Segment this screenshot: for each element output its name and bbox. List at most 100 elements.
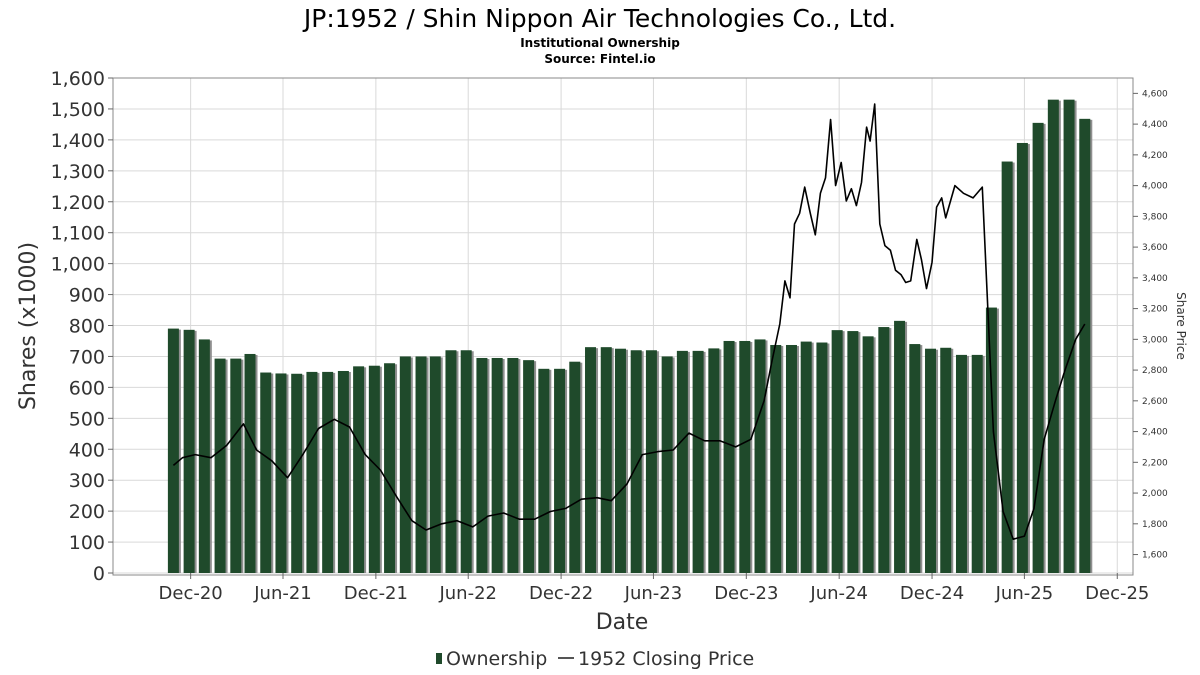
y-tick-label: 200 [69,501,105,523]
ownership-bar [291,373,303,573]
ownership-bar [275,373,287,573]
legend-price-label: 1952 Closing Price [578,648,754,670]
ownership-bar [491,357,503,573]
y2-tick-label: 1,800 [1142,520,1168,530]
y-tick-label: 1,200 [51,192,105,214]
ownership-bar [585,347,597,573]
ownership-bar [523,360,535,573]
y-axis-left: 0 100 200 300 400 500 600 700 800 900 1,000 1,100 1,… [51,68,113,585]
y2-tick-label: 4,200 [1142,151,1168,161]
ownership-bar [971,354,983,573]
ownership-bar [925,348,937,573]
ownership-bar [460,350,472,573]
price-line [172,103,1086,541]
y-tick-label: 300 [69,470,105,492]
ownership-bar [816,342,828,573]
ownership-bar [661,356,673,573]
y2-tick-label: 4,400 [1142,120,1168,130]
y2-tick-label: 2,600 [1142,397,1168,407]
ownership-bar [831,330,843,573]
ownership-bar [754,339,766,573]
ownership-bar [337,370,349,573]
ownership-bar [708,348,720,573]
ownership-bar [1001,161,1013,573]
ownership-bar [940,347,952,573]
ownership-bar [1063,99,1075,573]
y-tick-label: 1,300 [51,161,105,183]
ownership-bar [878,327,890,573]
x-tick-label: Jun-21 [253,583,312,604]
y2-tick-label: 3,600 [1142,243,1168,253]
y-tick-label: 1,500 [51,99,105,121]
y2-tick-label: 2,000 [1142,489,1168,499]
legend-ownership-swatch [436,653,442,664]
x-tick-label: Jun-23 [624,583,683,604]
ownership-bar [1047,99,1059,573]
ownership-bar [183,329,195,573]
ownership-bar [353,366,365,573]
ownership-bars [167,99,1093,574]
chart-subtitle: Institutional Ownership [520,36,680,50]
ownership-bar [554,368,566,573]
ownership-bar [739,340,751,573]
ownership-bar [692,350,704,573]
ownership-bar [614,348,626,573]
y-axis-label: Shares (x1000) [16,242,41,410]
ownership-bar [645,350,657,573]
y2-axis-label: Share Price [1174,292,1188,360]
y-axis-right: 1,600 1,800 2,000 2,200 2,400 2,600 2,800 3,000… [1133,89,1168,561]
ownership-bar [770,344,782,573]
y-tick-label: 1,100 [51,223,105,245]
ownership-bar [1079,118,1091,574]
x-tick-label: Jun-24 [809,583,868,604]
x-tick-label: Jun-25 [995,583,1054,604]
ownership-bar [260,372,272,573]
ownership-bar [676,350,688,573]
y-tick-label: 500 [69,408,105,430]
ownership-bar [630,350,642,573]
y-tick-label: 700 [69,346,105,368]
ownership-bar [306,371,318,573]
y-tick-label: 1,600 [51,68,105,90]
y-tick-label: 1,400 [51,130,105,152]
y-tick-label: 600 [69,377,105,399]
y-tick-label: 900 [69,285,105,307]
x-tick-label: Dec-22 [529,583,593,604]
x-tick-label: Dec-20 [159,583,223,604]
ownership-bar [167,328,179,573]
x-tick-label: Dec-21 [344,583,408,604]
ownership-bar [214,358,226,573]
legend-ownership-label: Ownership [446,648,547,670]
ownership-bar [445,350,457,573]
chart-source: Source: Fintel.io [544,52,655,66]
ownership-bar [985,307,997,573]
ownership-bar [785,344,797,573]
ownership-bar [569,361,581,573]
ownership-bar [847,331,859,573]
ownership-bar [384,363,396,573]
ownership-bar [399,356,411,573]
ownership-bar [368,365,380,573]
y2-tick-label: 3,200 [1142,305,1168,315]
x-tick-label: Dec-23 [714,583,778,604]
x-axis-label: Date [596,610,649,635]
y-tick-label: 100 [69,532,105,554]
price-line-group [172,103,1086,541]
ownership-bar [1032,122,1044,573]
y2-tick-label: 3,400 [1142,274,1168,284]
ownership-bar [909,344,921,573]
y2-tick-label: 3,000 [1142,335,1168,345]
y-tick-label: 1,000 [51,254,105,276]
ownership-bar [415,356,427,573]
x-tick-label: Dec-25 [1085,583,1149,604]
ownership-bar [230,358,242,573]
ownership-bar [800,341,812,573]
ownership-bar [322,371,334,573]
x-tick-label: Dec-24 [900,583,964,604]
ownership-bar [894,320,906,573]
plot-area-border [112,77,1134,576]
y-tick-label: 400 [69,439,105,461]
ownership-bar [1016,142,1028,573]
ownership-bar [476,357,488,573]
